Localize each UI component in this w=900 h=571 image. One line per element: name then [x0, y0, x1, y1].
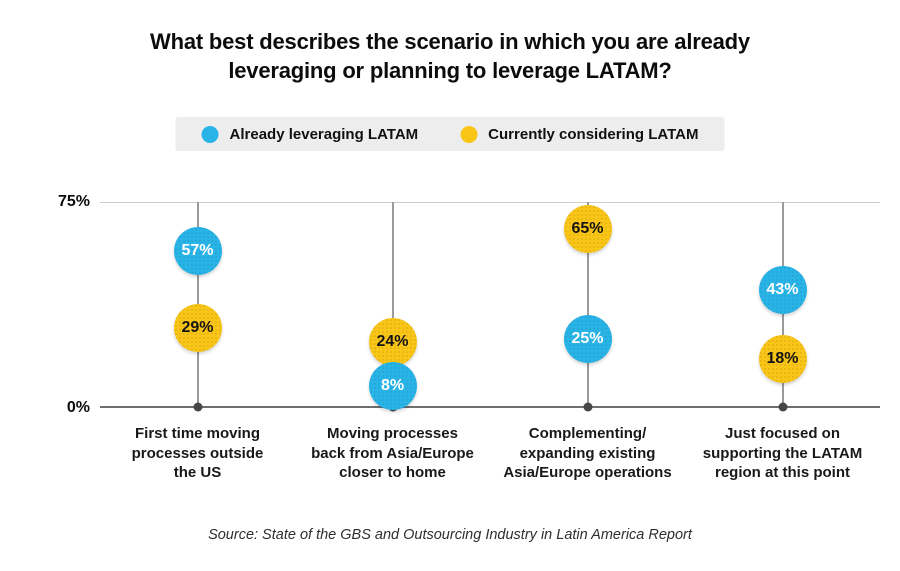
data-point-value-label: 25%	[571, 330, 604, 348]
data-point-value-label: 18%	[766, 349, 799, 367]
y-axis-tick-75: 75%	[57, 193, 90, 210]
baseline-dot	[778, 402, 787, 412]
data-point-leveraging-2: 25%	[563, 315, 612, 364]
plot-area: 57% 8% 25% 43% 29% 24% 65% 18%	[100, 202, 880, 412]
category-label-2: Complementing/expanding existing Asia/Eur…	[503, 425, 672, 481]
category-stem-line	[391, 202, 394, 408]
category-label-0: First time moving processes outside the US	[131, 425, 264, 481]
data-point-leveraging-0: 57%	[173, 227, 222, 276]
data-point-value-label: 24%	[376, 333, 409, 351]
data-point-considering-1: 24%	[368, 318, 417, 367]
gridline-75pct	[100, 202, 880, 203]
legend-item-0: Already leveraging LATAM	[201, 125, 419, 143]
legend-swatch-icon	[201, 125, 219, 143]
data-point-leveraging-1: 8%	[368, 362, 417, 411]
baseline-dot	[583, 402, 592, 412]
legend: Already leveraging LATAM Currently consid…	[175, 117, 725, 151]
legend-label: Already leveraging LATAM	[229, 125, 419, 143]
legend-item-1: Currently considering LATAM	[460, 125, 699, 143]
data-point-value-label: 43%	[766, 280, 799, 298]
baseline-dot	[193, 402, 202, 412]
data-point-value-label: 29%	[181, 319, 214, 337]
data-point-considering-0: 29%	[173, 304, 222, 353]
legend-label: Currently considering LATAM	[488, 125, 699, 143]
data-point-considering-2: 65%	[563, 205, 612, 254]
category-label-1: Moving processes back from Asia/Europe clo…	[311, 425, 474, 481]
data-point-value-label: 57%	[181, 242, 214, 260]
chart-title: What best describes the scenario in whic…	[150, 29, 750, 83]
category-stem-line	[586, 202, 589, 408]
data-point-value-label: 8%	[380, 377, 405, 395]
legend-swatch-icon	[460, 125, 478, 143]
data-point-leveraging-3: 43%	[758, 265, 807, 314]
category-label-3: Just focused on supporting the LATAM regio…	[702, 425, 863, 481]
data-point-considering-3: 18%	[758, 334, 807, 383]
y-axis-tick-0: 0%	[66, 399, 90, 416]
x-axis-baseline	[100, 406, 880, 408]
data-point-value-label: 65%	[571, 220, 604, 238]
source-note: Source: State of the GBS and Outsourcing…	[208, 527, 692, 543]
